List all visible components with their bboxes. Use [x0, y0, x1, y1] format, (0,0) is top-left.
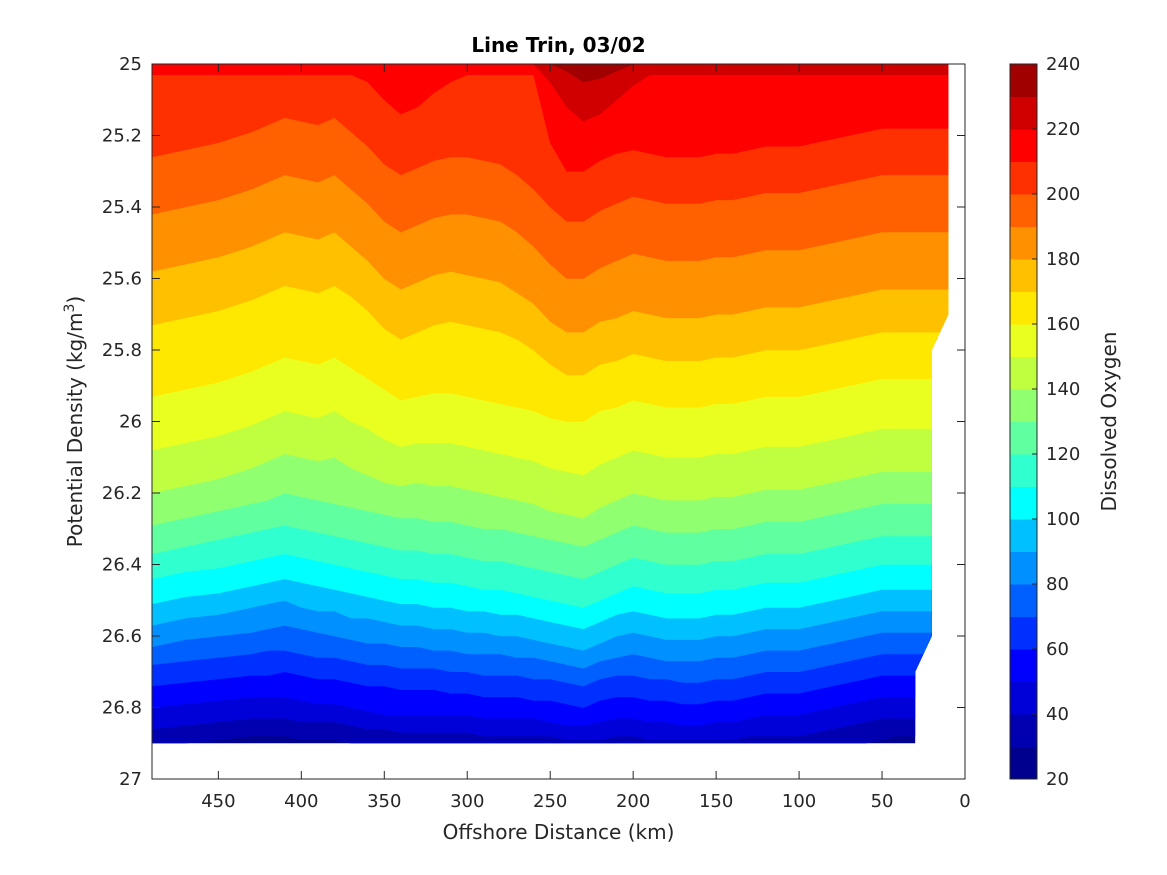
y-tick-label: 26	[119, 412, 142, 433]
x-tick-label: 200	[616, 791, 650, 812]
y-tick-label: 25.2	[102, 126, 142, 147]
contour-band-220-230	[152, 64, 949, 122]
x-axis: 450 400 350 300 250 200 150 100 50 0	[201, 64, 971, 812]
colorbar-swatch	[1010, 584, 1037, 617]
colorbar-frame	[1009, 63, 1038, 780]
colorbar-swatch	[1010, 194, 1037, 227]
colorbar-swatch	[1010, 389, 1037, 422]
colorbar-swatch	[1010, 486, 1037, 520]
colorbar-tick-label: 140	[1046, 379, 1080, 400]
colorbar-tick-label: 100	[1046, 509, 1080, 530]
y-tick-label: 26.4	[102, 555, 142, 576]
x-tick-label: 250	[533, 791, 567, 812]
x-tick-label: 100	[782, 791, 816, 812]
y-tick-label: 25.6	[102, 269, 142, 290]
x-tick-label: 300	[450, 791, 484, 812]
y-tick-label: 25.4	[102, 197, 142, 218]
colorbar-swatch	[1010, 324, 1037, 357]
x-tick-label: 450	[201, 791, 235, 812]
y-axis-title-superscript: 3	[62, 304, 78, 313]
colorbar-swatch	[1010, 519, 1037, 552]
y-tick-label: 26.6	[102, 626, 142, 647]
colorbar-axis: 20 40 60 80 100 120 140 160 180 200 220 240	[1032, 54, 1080, 790]
colorbar-tick-label: 180	[1046, 249, 1080, 270]
colorbar-tick-label: 60	[1046, 639, 1069, 660]
colorbar-swatch	[1010, 226, 1037, 260]
y-tick-label: 26.8	[102, 698, 142, 719]
colorbar-tick-label: 40	[1046, 704, 1069, 725]
y-axis-title: Potential Density (kg/m3)	[62, 296, 87, 547]
colorbar-swatch	[1010, 681, 1037, 715]
x-tick-label: 400	[284, 791, 318, 812]
y-tick-label: 26.2	[102, 483, 142, 504]
colorbar-swatch	[1010, 356, 1037, 390]
colorbar-title: Dissolved Oxygen	[1097, 332, 1121, 512]
colorbar-tick-label: 200	[1046, 184, 1080, 205]
colorbar-swatch	[1010, 746, 1037, 780]
y-axis-title-end: )	[63, 296, 87, 304]
y-axis: 25 25.2 25.4 25.6 25.8 26 26.2 26.4 26.6 26.8 27	[102, 54, 965, 790]
colorbar-tick-label: 240	[1046, 54, 1080, 75]
colorbar-swatch	[1010, 161, 1037, 195]
y-tick-label: 25	[119, 54, 142, 75]
colorbar-swatch	[1010, 454, 1037, 487]
colorbar-swatch	[1010, 291, 1037, 325]
colorbar	[1009, 63, 1038, 780]
contour-fill-layer	[152, 64, 949, 744]
chart-title: Line Trin, 03/02	[471, 33, 645, 57]
contour-band-210-220	[152, 64, 949, 172]
colorbar-swatch	[1010, 96, 1037, 130]
colorbar-swatch	[1010, 616, 1037, 650]
colorbar-tick-label: 120	[1046, 444, 1080, 465]
colorbar-swatch	[1010, 129, 1037, 162]
y-tick-label: 25.8	[102, 340, 142, 361]
x-tick-label: 150	[699, 791, 733, 812]
colorbar-swatch	[1010, 64, 1037, 97]
colorbar-tick-label: 160	[1046, 314, 1080, 335]
colorbar-tick-label: 80	[1046, 574, 1069, 595]
x-tick-label: 350	[367, 791, 401, 812]
colorbar-swatch	[1010, 421, 1037, 455]
y-axis-title-main: Potential Density (kg/m	[63, 313, 87, 548]
colorbar-swatch	[1010, 551, 1037, 585]
colorbar-tick-label: 20	[1046, 769, 1069, 790]
colorbar-tick-label: 220	[1046, 119, 1080, 140]
colorbar-swatch	[1010, 714, 1037, 747]
y-tick-label: 27	[119, 769, 142, 790]
x-tick-label: 50	[871, 791, 894, 812]
contour-band-230-240	[152, 64, 949, 83]
x-axis-title: Offshore Distance (km)	[443, 820, 675, 844]
colorbar-swatch	[1010, 649, 1037, 682]
colorbar-swatch	[1010, 259, 1037, 292]
x-tick-label: 0	[959, 791, 970, 812]
